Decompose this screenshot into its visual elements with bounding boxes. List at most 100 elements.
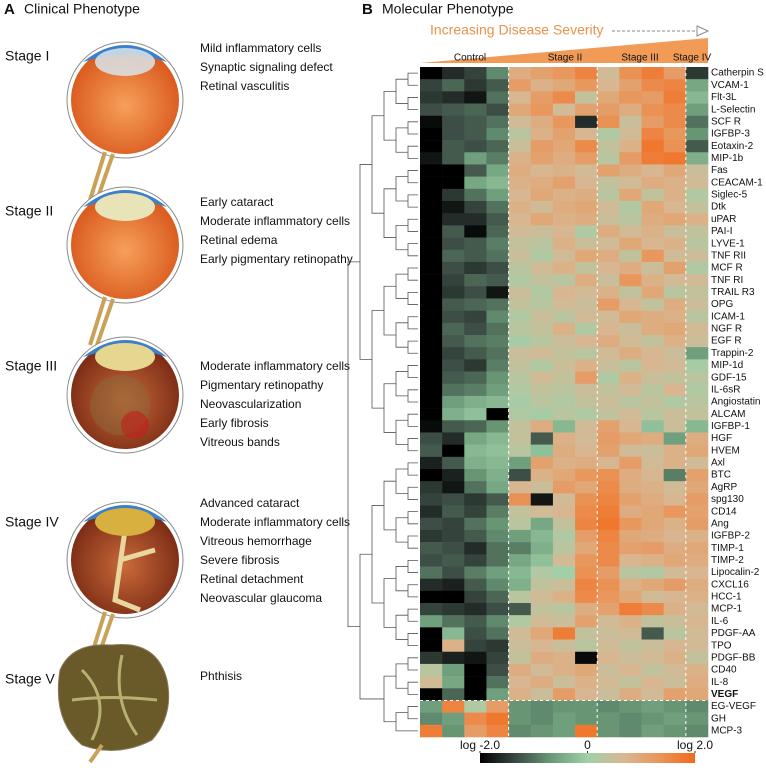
heat-cell [685, 590, 709, 604]
heat-cell [685, 237, 709, 251]
heat-cell [508, 456, 532, 470]
heat-cell [508, 286, 532, 299]
heat-cell [641, 615, 664, 628]
heat-cell [464, 261, 487, 275]
heat-cell [575, 201, 598, 214]
heat-cell [619, 676, 642, 689]
heat-cell [552, 639, 576, 653]
severity-wedge [420, 38, 708, 63]
heat-cell [663, 347, 687, 360]
heat-cell [552, 578, 576, 592]
heat-cell [420, 225, 443, 238]
dendrogram-branch [407, 267, 418, 281]
heat-cell [508, 91, 532, 104]
heat-cell [552, 176, 576, 190]
heat-cell [442, 578, 465, 592]
heat-cell [508, 322, 532, 336]
heat-cell [685, 201, 709, 214]
finding: Mild inflammatory cells [200, 41, 321, 55]
heat-cell [685, 639, 709, 653]
heat-cell [663, 67, 687, 80]
dendrogram-branch [407, 413, 418, 427]
heat-cell [575, 420, 598, 433]
group-label: Stage IV [673, 53, 712, 64]
heat-cell [619, 310, 642, 324]
row-label: VCAM-1 [711, 80, 749, 91]
heat-cell [530, 347, 554, 360]
colorbar-tick-label: log 2.0 [677, 738, 713, 752]
dendrogram-branch [395, 127, 408, 153]
row-label: uPAR [711, 214, 736, 225]
heat-cell [575, 103, 598, 117]
heat-cell [530, 127, 554, 141]
heat-cell [597, 371, 620, 385]
heat-cell [530, 554, 554, 567]
heat-cell [530, 493, 554, 506]
heat-cell [641, 176, 664, 190]
heat-cell [597, 615, 620, 628]
heat-cell [597, 67, 620, 80]
heat-cell [597, 103, 620, 117]
heat-cell [597, 213, 620, 226]
heat-cell [464, 724, 487, 738]
row-label: EG-VEGF [711, 701, 756, 712]
heat-cell [685, 176, 709, 190]
heat-cell [530, 79, 554, 92]
heat-cell [663, 493, 687, 506]
heat-cell [619, 712, 642, 726]
heat-cell [641, 590, 664, 604]
heat-cell [530, 481, 554, 494]
heat-cell [619, 554, 642, 567]
heat-cell [663, 383, 687, 397]
heat-cell [420, 201, 443, 214]
heat-cell [530, 542, 554, 555]
heat-cell [508, 676, 532, 689]
heat-cell [685, 310, 709, 324]
heat-cell [486, 261, 509, 275]
row-label: IL-8 [711, 677, 729, 688]
heat-cell [641, 67, 664, 80]
heat-cell [486, 408, 509, 421]
heat-cell [552, 603, 576, 616]
heat-cell [597, 554, 620, 567]
heat-cell [464, 554, 487, 567]
heat-cell [530, 517, 554, 531]
heat-cell [575, 432, 598, 445]
heat-cell [619, 420, 642, 433]
heat-cell [597, 663, 620, 677]
heat-cell [597, 456, 620, 470]
dendrogram-branch [383, 188, 396, 238]
heat-cell [530, 505, 554, 519]
heat-cell [552, 676, 576, 689]
heat-cell [597, 298, 620, 311]
heat-cell [575, 371, 598, 385]
heat-cell [619, 590, 642, 604]
heat-cell [575, 261, 598, 275]
heat-cell [597, 469, 620, 482]
heat-cell [530, 249, 554, 263]
heat-cell [530, 408, 554, 421]
heat-cell [552, 127, 576, 141]
dendrogram-branch [407, 608, 418, 622]
heat-cell [442, 627, 465, 640]
heat-cell [552, 164, 576, 177]
heat-cell [641, 164, 664, 177]
heat-cell [442, 140, 465, 153]
heat-cell [663, 469, 687, 482]
heat-cell [552, 688, 576, 701]
heat-cell [641, 724, 664, 738]
heat-cell [486, 724, 509, 738]
heat-cell [552, 371, 576, 385]
heat-cell [530, 456, 554, 470]
row-label: Flt-3L [711, 92, 737, 103]
heat-cell [663, 261, 687, 275]
heat-cell [420, 261, 443, 275]
row-label: HCC-1 [711, 592, 742, 603]
heat-cell [420, 408, 443, 421]
heat-cell [597, 444, 620, 458]
heat-cell [619, 176, 642, 190]
heat-cell [420, 176, 443, 190]
heat-cell [597, 140, 620, 153]
row-label: Fas [711, 165, 728, 176]
heat-cell [575, 213, 598, 226]
